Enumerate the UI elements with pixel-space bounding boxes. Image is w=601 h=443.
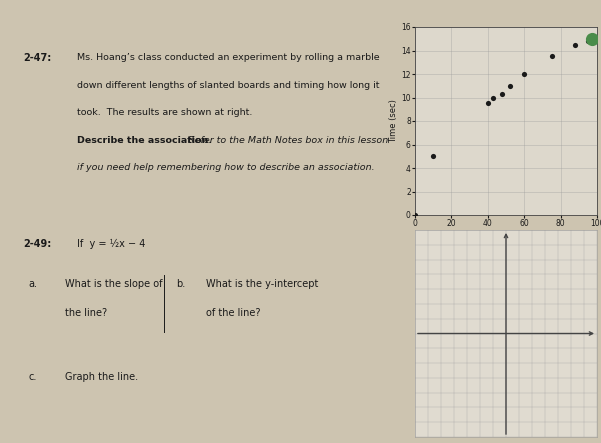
Text: What is the slope of: What is the slope of — [65, 279, 162, 289]
Point — [489, 94, 498, 101]
Text: 2-49:: 2-49: — [23, 239, 51, 249]
Point — [547, 53, 557, 60]
Text: Refer to the Math Notes box in this lesson: Refer to the Math Notes box in this less… — [182, 136, 388, 144]
Text: the line?: the line? — [65, 308, 107, 318]
Point — [583, 38, 593, 45]
Text: b.: b. — [176, 279, 185, 289]
Text: What is the y-intercept: What is the y-intercept — [206, 279, 319, 289]
Point — [587, 35, 596, 42]
Point — [498, 90, 507, 97]
Text: Graph the line.: Graph the line. — [65, 372, 138, 382]
Point — [519, 70, 529, 78]
Text: If  y = ½x − 4: If y = ½x − 4 — [77, 239, 145, 249]
Text: c.: c. — [29, 372, 37, 382]
Text: a.: a. — [29, 279, 38, 289]
Text: of the line?: of the line? — [206, 308, 261, 318]
Text: took.  The results are shown at right.: took. The results are shown at right. — [77, 108, 252, 117]
Point — [483, 100, 493, 107]
Point — [570, 41, 580, 48]
Point — [505, 82, 514, 89]
X-axis label: Board Length (cm): Board Length (cm) — [462, 231, 550, 240]
Text: Describe the association.: Describe the association. — [77, 136, 212, 144]
Text: if you need help remembering how to describe an association.: if you need help remembering how to desc… — [77, 163, 374, 172]
Point — [410, 211, 420, 218]
Text: Ms. Hoang’s class conducted an experiment by rolling a marble: Ms. Hoang’s class conducted an experimen… — [77, 53, 380, 62]
Point — [429, 153, 438, 160]
Y-axis label: Time (sec): Time (sec) — [389, 99, 398, 143]
Text: down different lengths of slanted boards and timing how long it: down different lengths of slanted boards… — [77, 81, 379, 89]
Text: 2-47:: 2-47: — [23, 53, 51, 63]
